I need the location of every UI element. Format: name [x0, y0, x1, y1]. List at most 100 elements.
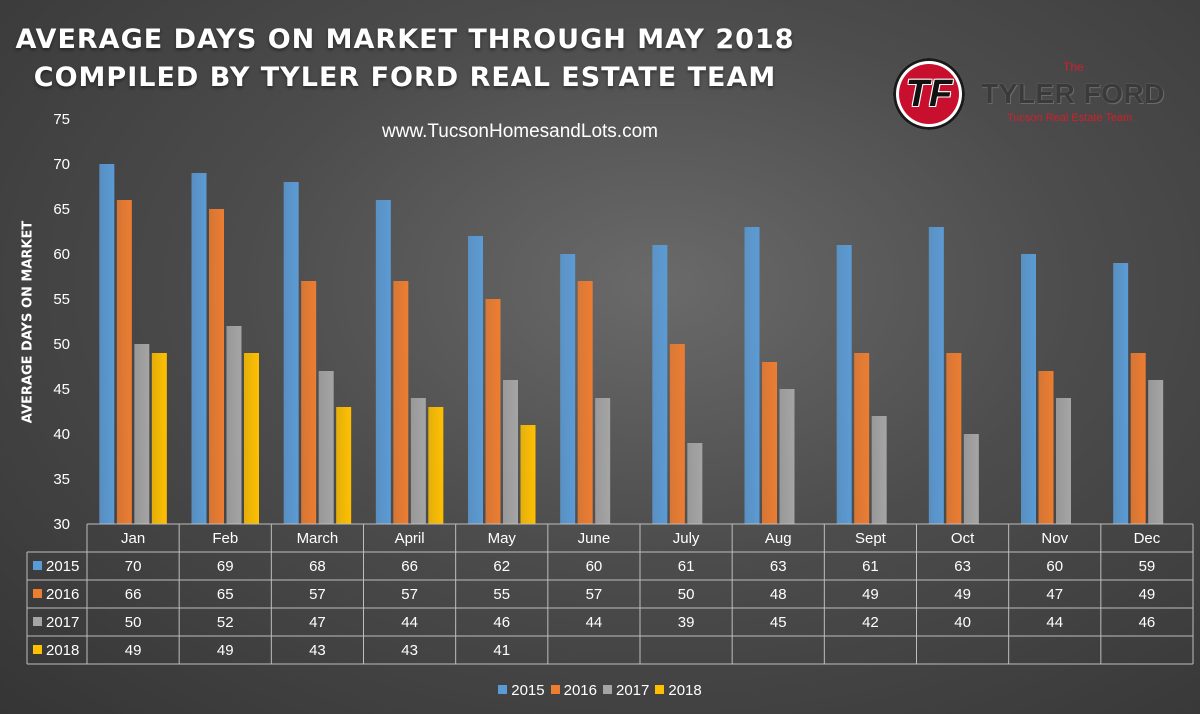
- legend-key-2016: [33, 589, 42, 598]
- bar-2017-nov: [1056, 398, 1071, 524]
- table-cell-value: 50: [125, 614, 142, 631]
- bar-2018-march: [336, 407, 352, 524]
- bar-2015-july: [652, 245, 668, 524]
- logo-monogram: TF: [905, 73, 953, 115]
- bar-2015-april: [375, 200, 391, 524]
- bar-2017-oct: [963, 434, 979, 524]
- table-row-label: 2018: [46, 642, 79, 659]
- bar-2016-june: [577, 281, 593, 524]
- table-cell-value: 49: [862, 586, 879, 603]
- table-cell-value: 57: [309, 586, 326, 603]
- bar-2017-june: [595, 398, 611, 524]
- bar-2016-april: [393, 281, 409, 524]
- y-tick-label: 55: [53, 291, 70, 308]
- bar-2016-march: [301, 281, 317, 524]
- bar-2016-jan: [116, 200, 132, 524]
- legend-swatch: [603, 685, 612, 694]
- legend-key-2015: [33, 561, 42, 570]
- table-cell-value: 47: [309, 614, 326, 631]
- y-tick-label: 35: [53, 471, 70, 488]
- legend-label: 2018: [668, 682, 702, 699]
- table-cell-value: 46: [493, 614, 510, 631]
- x-category-label: June: [578, 530, 611, 547]
- table-cell-value: 70: [125, 558, 142, 575]
- table-cell-value: 43: [309, 642, 326, 659]
- bar-2018-may: [520, 425, 536, 524]
- bar-2015-sept: [836, 245, 852, 524]
- table-cell-value: 50: [678, 586, 695, 603]
- bar-2018-april: [428, 407, 444, 524]
- x-category-label: March: [297, 530, 339, 547]
- table-cell-value: 57: [586, 586, 603, 603]
- legend-swatch: [655, 685, 665, 694]
- x-category-label: Jan: [121, 530, 145, 547]
- bar-2017-may: [503, 380, 518, 524]
- table-cell-value: 44: [401, 614, 418, 631]
- legend-item-2017: 2017: [603, 682, 649, 699]
- table-cell-value: 60: [1046, 558, 1063, 575]
- y-tick-label: 60: [53, 246, 70, 263]
- bar-2017-dec: [1148, 380, 1164, 524]
- legend-item-2018: 2018: [655, 682, 702, 699]
- table-cell-value: 61: [862, 558, 879, 575]
- bar-2017-july: [687, 443, 703, 524]
- x-category-label: July: [673, 530, 700, 547]
- y-tick-label: 65: [53, 201, 70, 218]
- table-cell-value: 44: [1046, 614, 1063, 631]
- bar-2017-march: [318, 371, 334, 524]
- table-cell-value: 63: [954, 558, 971, 575]
- bar-2016-nov: [1038, 371, 1054, 524]
- table-cell-value: 48: [770, 586, 787, 603]
- y-tick-label: 30: [53, 516, 70, 533]
- table-cell-value: 46: [1139, 614, 1156, 631]
- bar-2017-aug: [779, 389, 795, 524]
- x-category-label: Nov: [1041, 530, 1068, 547]
- x-category-label: Feb: [212, 530, 238, 547]
- bar-2018-feb: [244, 353, 259, 524]
- bar-2016-aug: [762, 362, 777, 524]
- logo-tagline: Tucson Real Estate Team: [1007, 112, 1133, 124]
- y-tick-label: 75: [53, 111, 70, 128]
- table-cell-value: 49: [217, 642, 234, 659]
- y-tick-label: 70: [53, 156, 70, 173]
- bar-2015-aug: [744, 227, 760, 524]
- legend-swatch: [550, 685, 560, 694]
- table-cell-value: 49: [125, 642, 142, 659]
- bar-2016-sept: [854, 353, 870, 524]
- logo-name: TYLER FORD: [981, 78, 1165, 109]
- bar-2016-may: [485, 299, 501, 524]
- table-cell-value: 63: [770, 558, 787, 575]
- table-cell-value: 41: [493, 642, 510, 659]
- website-url: www.TucsonHomesandLots.com: [382, 121, 658, 142]
- table-cell-value: 52: [217, 614, 234, 631]
- x-category-label: Oct: [951, 530, 975, 547]
- legend-key-2018: [33, 645, 42, 654]
- bar-2016-feb: [209, 209, 224, 524]
- bar-2015-march: [283, 182, 299, 524]
- bar-2015-dec: [1113, 263, 1129, 524]
- chart-subtitle: COMPILED BY TYLER FORD REAL ESTATE TEAM: [33, 62, 777, 93]
- table-cell-value: 61: [678, 558, 695, 575]
- table-cell-value: 47: [1046, 586, 1063, 603]
- bar-2017-april: [410, 398, 426, 524]
- table-cell-value: 66: [401, 558, 418, 575]
- x-category-label: Aug: [765, 530, 792, 547]
- chart-title: AVERAGE DAYS ON MARKET THROUGH MAY 2018: [15, 24, 795, 55]
- legend-item-2016: 2016: [550, 682, 597, 699]
- table-row-label: 2017: [46, 614, 79, 631]
- legend-label: 2017: [616, 682, 650, 699]
- bar-2016-oct: [946, 353, 962, 524]
- bar-2015-oct: [928, 227, 944, 524]
- table-row-label: 2016: [46, 586, 79, 603]
- table-cell-value: 66: [125, 586, 142, 603]
- table-cell-value: 59: [1139, 558, 1156, 575]
- bar-2017-sept: [871, 416, 887, 524]
- bar-2017-feb: [226, 326, 242, 524]
- bar-2015-nov: [1021, 254, 1036, 524]
- chart-legend: 2015 2016 2017 2018: [0, 682, 1200, 699]
- legend-item-2015: 2015: [498, 682, 545, 699]
- y-tick-label: 45: [53, 381, 70, 398]
- table-cell-value: 62: [493, 558, 510, 575]
- table-cell-value: 60: [586, 558, 603, 575]
